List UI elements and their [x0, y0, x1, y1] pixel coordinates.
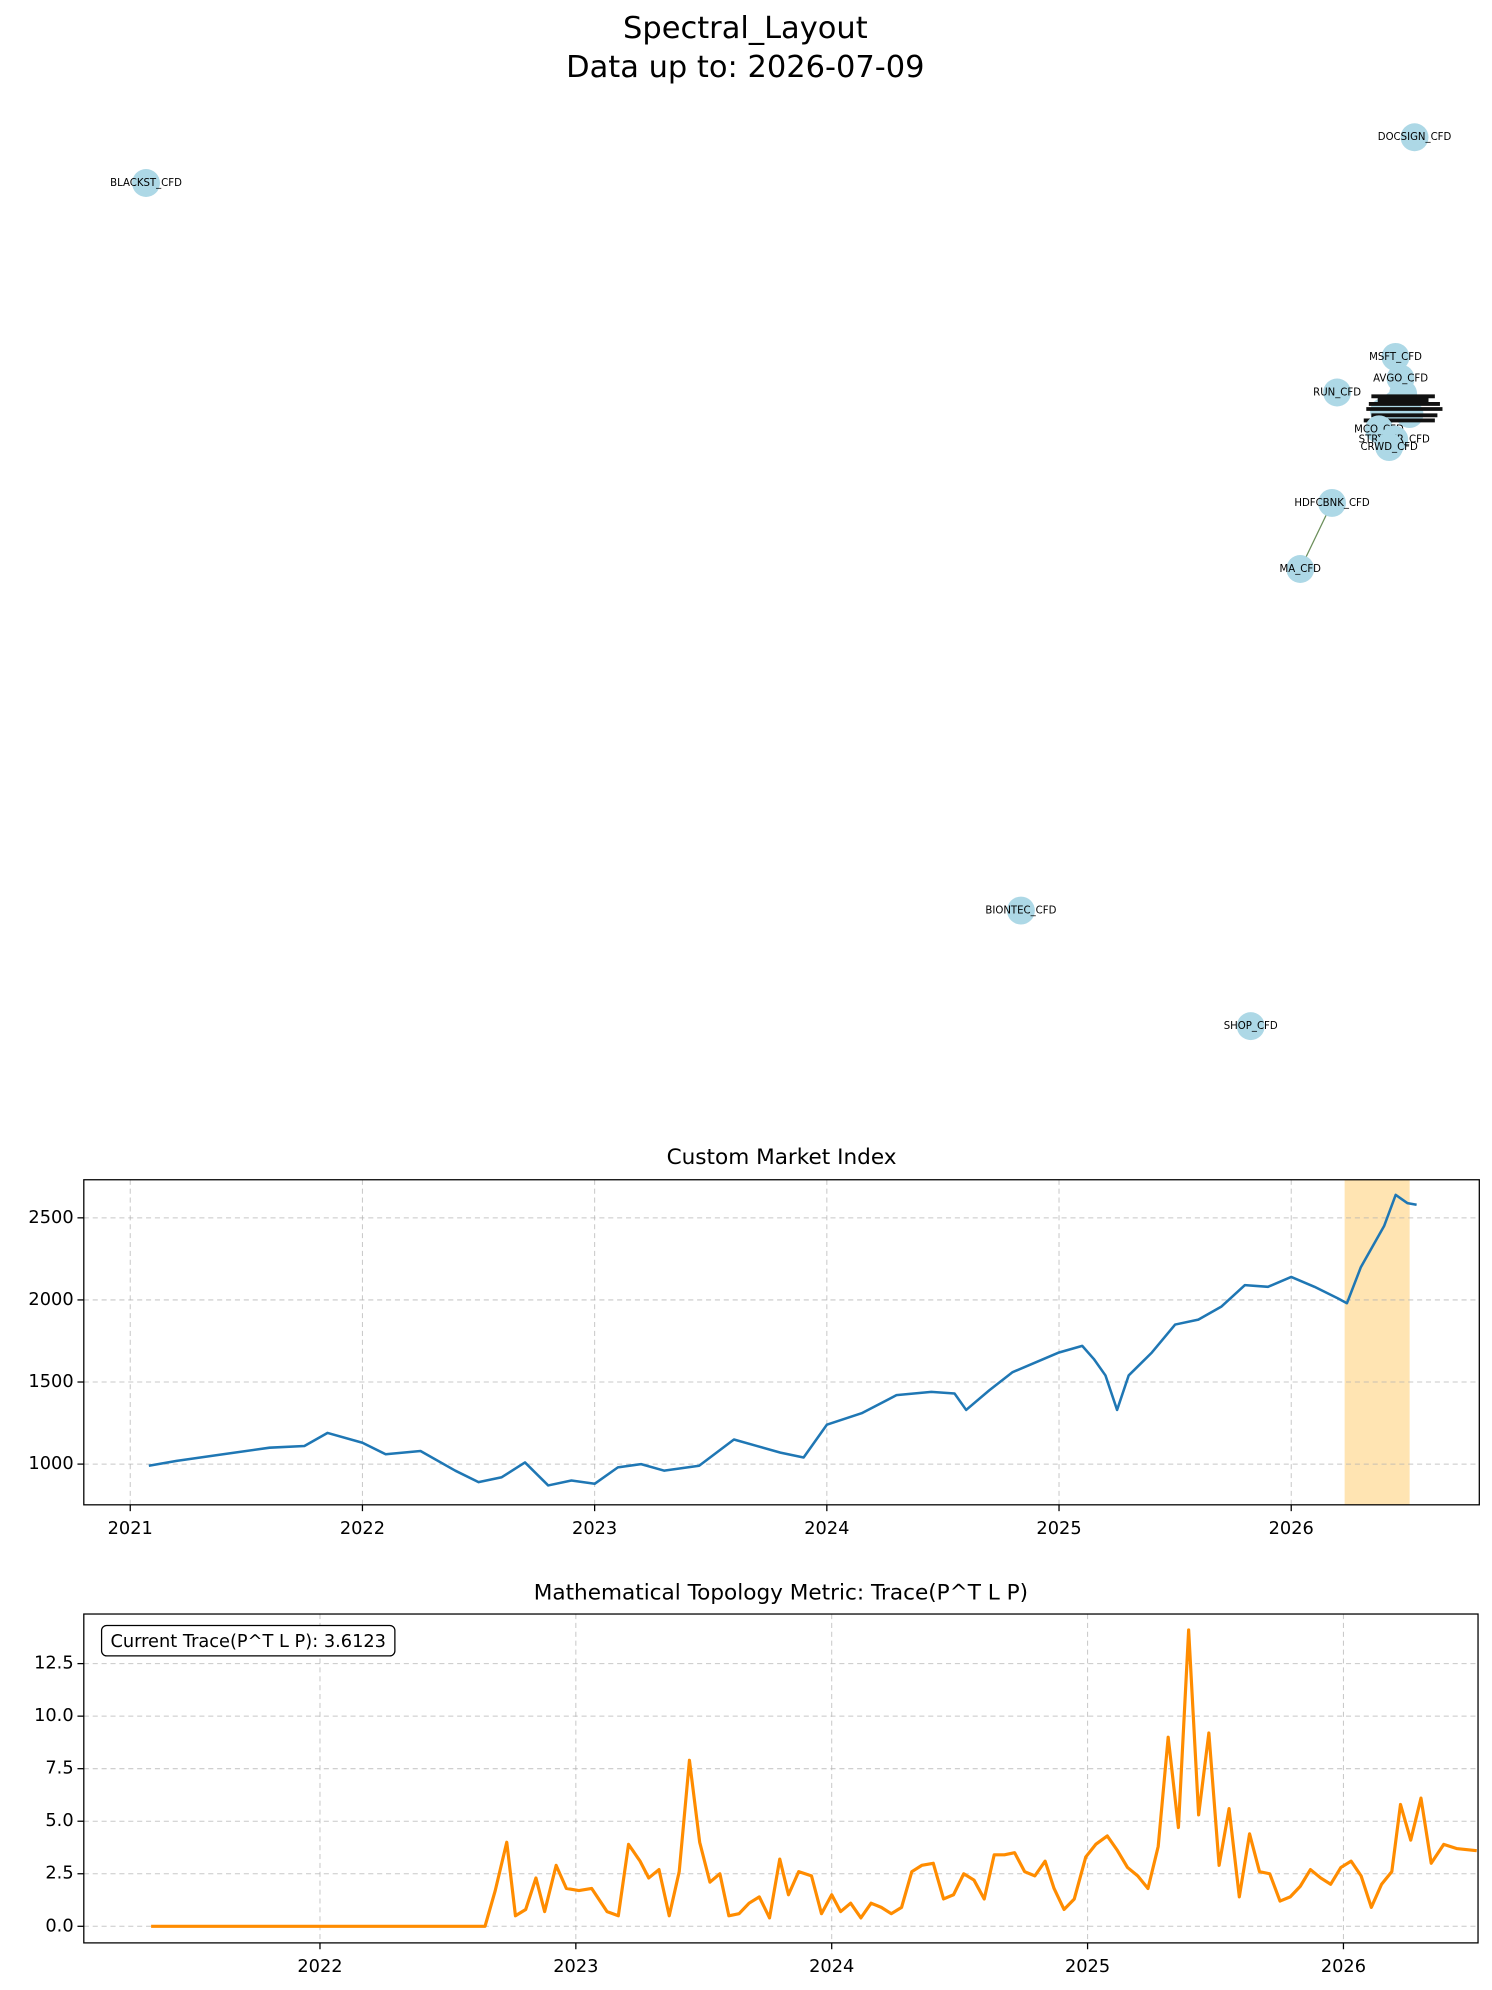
- x-tick-label: 2022: [340, 1519, 385, 1539]
- x-tick-label: 2024: [809, 1957, 854, 1977]
- y-tick-label: 2000: [28, 1290, 73, 1310]
- node: [1286, 555, 1315, 583]
- node-label: MA_CFD: [1280, 564, 1322, 575]
- line: [148, 1193, 1417, 1487]
- node: [1323, 378, 1352, 407]
- node-label: CRWD_CFD: [1360, 442, 1418, 453]
- chart-title: Custom Market Index: [667, 1145, 897, 1170]
- node: [1375, 433, 1404, 462]
- highlight-span: [1344, 1179, 1410, 1505]
- x-tick-label: 2023: [572, 1519, 617, 1539]
- node-label: MSFT_CFD: [1369, 352, 1422, 363]
- node: [132, 169, 160, 197]
- node-label: AVGO_CFD: [1373, 374, 1428, 385]
- y-tick-label: 0.0: [45, 1916, 73, 1936]
- node: [1236, 1012, 1265, 1041]
- x-tick-label: 2025: [1036, 1519, 1081, 1539]
- node-label: RUN_CFD: [1313, 387, 1361, 398]
- node: [1318, 488, 1346, 517]
- node-label: DOCSIGN_CFD: [1378, 132, 1452, 143]
- axes-frame: [83, 1613, 1479, 1944]
- y-tick-label: 1000: [28, 1454, 73, 1474]
- annotation: Current Trace(P^T L P): 3.6123: [110, 1632, 386, 1652]
- node: [1400, 123, 1429, 152]
- node: [1006, 896, 1035, 925]
- chart-title: Spectral_Layout: [623, 11, 868, 46]
- y-tick-label: 7.5: [45, 1759, 73, 1779]
- y-tick-label: 2.5: [45, 1864, 73, 1884]
- y-tick-label: 5.0: [45, 1811, 73, 1831]
- node-label: MCO_CFD: [1354, 424, 1404, 435]
- line: [151, 1628, 1477, 1928]
- x-tick-label: 2025: [1065, 1957, 1110, 1977]
- axes-frame: [83, 1179, 1480, 1506]
- x-tick-label: 2026: [1321, 1957, 1366, 1977]
- y-tick-label: 10.0: [34, 1706, 74, 1726]
- x-tick-label: 2023: [553, 1957, 598, 1977]
- node-label: BIONTEC_CFD: [985, 906, 1056, 917]
- node-label: BLACKST_CFD: [110, 178, 182, 189]
- label-clutter: [1363, 394, 1443, 423]
- node-label: SHOP_CFD: [1224, 1021, 1278, 1032]
- node-label: HDFCBNK_CFD: [1294, 498, 1370, 509]
- y-tick-label: 1500: [28, 1372, 73, 1392]
- chart-subtitle: Data up to: 2026-07-09: [566, 50, 924, 85]
- x-tick-label: 2022: [297, 1957, 342, 1977]
- y-tick-label: 12.5: [34, 1654, 74, 1674]
- chart-title: Mathematical Topology Metric: Trace(P^T …: [534, 1581, 1028, 1606]
- x-tick-label: 2026: [1269, 1519, 1314, 1539]
- y-tick-label: 2500: [28, 1208, 73, 1228]
- node: [1381, 342, 1410, 371]
- x-tick-label: 2021: [108, 1519, 153, 1539]
- node: [1386, 364, 1415, 393]
- x-tick-label: 2024: [804, 1519, 849, 1539]
- annotation-box: [100, 1624, 396, 1657]
